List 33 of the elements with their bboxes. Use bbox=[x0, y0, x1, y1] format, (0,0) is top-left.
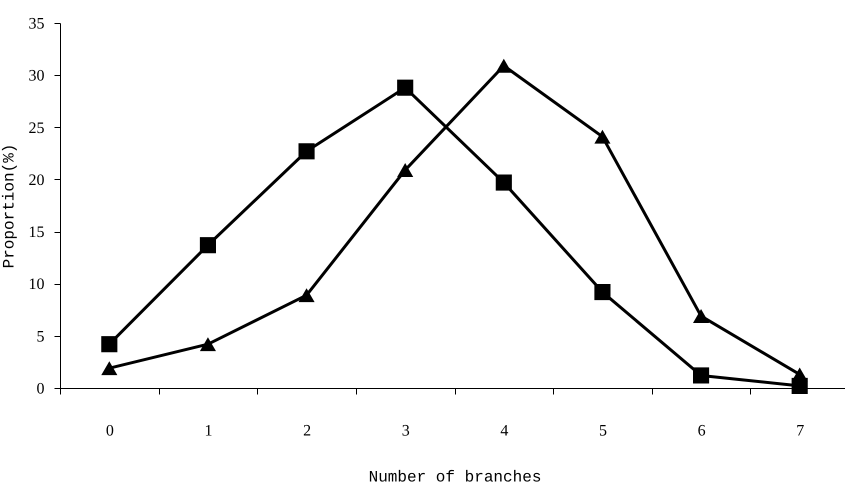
y-axis-title: Proportion(%) bbox=[0, 144, 18, 268]
point bbox=[792, 367, 808, 382]
point bbox=[298, 143, 315, 160]
point bbox=[101, 336, 118, 352]
point bbox=[693, 309, 710, 324]
y-tick-label: 20 bbox=[28, 172, 44, 189]
point bbox=[594, 130, 610, 144]
x-tick-label: 3 bbox=[402, 422, 410, 440]
point bbox=[397, 163, 414, 178]
x-tick-label: 6 bbox=[698, 422, 706, 440]
y-tick-label: 30 bbox=[28, 68, 44, 85]
point bbox=[397, 80, 414, 96]
point bbox=[693, 367, 710, 384]
point bbox=[496, 58, 512, 73]
point bbox=[496, 174, 512, 191]
x-tick-label: 2 bbox=[303, 422, 312, 440]
y-tick-label: 15 bbox=[28, 224, 44, 242]
point bbox=[200, 237, 216, 254]
y-tick-label: 25 bbox=[28, 120, 44, 137]
y-tick-label: 10 bbox=[28, 276, 44, 294]
point bbox=[298, 288, 315, 302]
x-tick-label: 4 bbox=[500, 422, 508, 440]
y-tick-label: 35 bbox=[28, 16, 44, 32]
point bbox=[101, 361, 118, 376]
y-tick-label: 5 bbox=[36, 328, 44, 346]
point bbox=[594, 284, 610, 300]
y-tick-label: 0 bbox=[36, 380, 44, 398]
x-tick-label: 7 bbox=[796, 422, 804, 440]
x-tick-label: 1 bbox=[204, 422, 212, 440]
x-tick-label: 5 bbox=[598, 422, 607, 440]
x-axis-title: Number of branches bbox=[368, 468, 542, 486]
x-tick-label: 0 bbox=[106, 422, 114, 440]
point bbox=[200, 337, 216, 352]
